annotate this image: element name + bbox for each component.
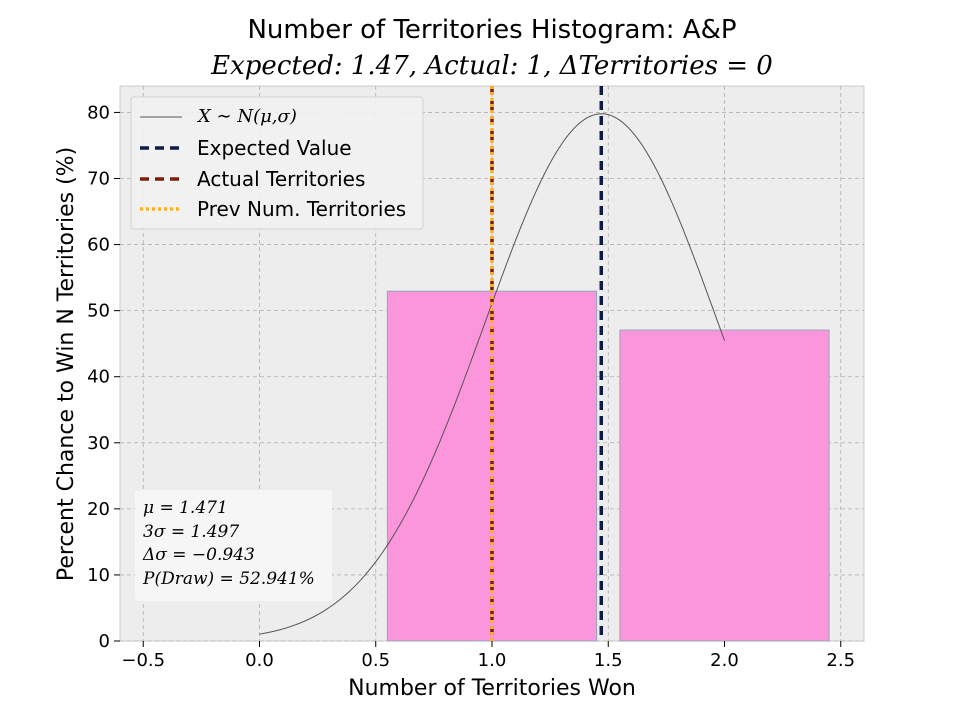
x-tick-label: 1.0: [478, 650, 507, 671]
reference-lines: [490, 86, 604, 641]
stats-delta-sigma: Δσ = −0.943: [142, 545, 255, 565]
y-tick-label: 80: [87, 102, 110, 123]
y-tick-label: 60: [87, 235, 110, 256]
legend: X ∼ N(μ,σ) Expected Value Actual Territo…: [130, 96, 424, 230]
y-tick-label: 10: [87, 565, 110, 586]
legend-box: [130, 96, 424, 230]
y-tick-label: 20: [87, 499, 110, 520]
x-tick-label: 0.0: [245, 650, 274, 671]
chart-subtitle: Expected: 1.47, Actual: 1, ΔTerritories …: [210, 51, 773, 81]
chart-title: Number of Territories Histogram: A&P: [247, 15, 736, 45]
stats-box-bg: [135, 490, 332, 601]
legend-label-expected: Expected Value: [197, 136, 352, 160]
x-tick-label: 0.5: [361, 650, 390, 671]
x-tick-label: 1.5: [594, 650, 623, 671]
stats-3sigma: 3σ = 1.497: [143, 522, 239, 542]
y-tick-label: 50: [87, 301, 110, 322]
histogram-bar: [619, 329, 830, 642]
x-axis-label: Number of Territories Won: [348, 676, 636, 701]
y-tick-label: 0: [99, 631, 110, 652]
stats-box: μ = 1.471 3σ = 1.497 Δσ = −0.943 P(Draw)…: [135, 490, 332, 601]
y-tick-label: 30: [87, 433, 110, 454]
x-tick-label: −0.5: [121, 650, 165, 671]
stats-p-draw: P(Draw) = 52.941%: [142, 569, 315, 589]
legend-label-actual: Actual Territories: [197, 167, 365, 191]
y-tick-label: 40: [87, 367, 110, 388]
x-tick-label: 2.5: [826, 650, 855, 671]
stats-mu: μ = 1.471: [143, 498, 228, 518]
y-tick-label: 70: [87, 169, 110, 190]
legend-label-prev: Prev Num. Territories: [197, 197, 406, 221]
legend-label-normal: X ∼ N(μ,σ): [196, 106, 297, 127]
x-tick-label: 2.0: [710, 650, 739, 671]
axis-ticks: −0.5 0.0 0.5 1.0 1.5 2.0 2.5 0 10 20 30 40 50 60 70 80: [87, 102, 855, 671]
y-axis-label: Percent Chance to Win N Territories (%): [54, 147, 79, 581]
